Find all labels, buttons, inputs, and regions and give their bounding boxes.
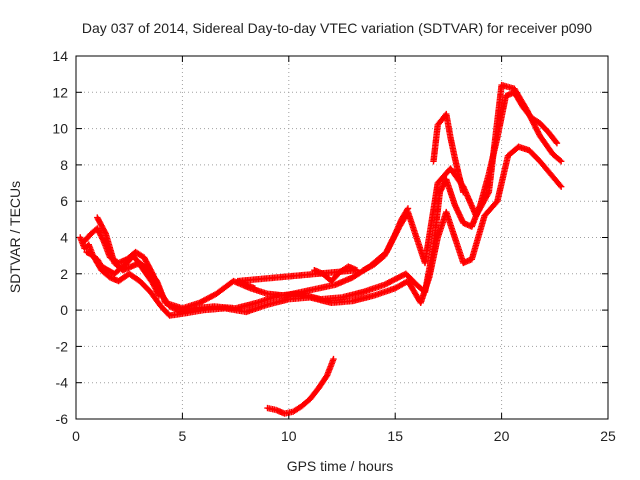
x-tick-label: 20 [494, 428, 510, 444]
data-point [101, 229, 109, 236]
series-early-cluster [77, 234, 163, 299]
y-tick-label: -2 [56, 338, 69, 354]
data-point [460, 188, 467, 196]
data-point [556, 157, 564, 164]
data-point [553, 139, 561, 147]
y-axis-label: SDTVAR / TECUs [7, 181, 23, 293]
y-tick-label: 6 [60, 193, 68, 209]
series-small-bumps [234, 263, 361, 292]
x-tick-label: 10 [281, 428, 297, 444]
data-point [552, 138, 560, 146]
y-tick-label: 14 [52, 48, 68, 64]
data-point [557, 158, 565, 165]
series-afternoon-spike [430, 110, 467, 196]
x-tick-label: 5 [179, 428, 187, 444]
data-point [404, 205, 412, 212]
data-point [155, 292, 163, 299]
y-tick-label: 12 [52, 84, 68, 100]
y-tick-label: 4 [60, 230, 68, 246]
series-negative-arc [264, 355, 337, 417]
data-point [403, 206, 411, 214]
series-main-track-lower [83, 143, 565, 319]
data-point [484, 190, 492, 197]
x-axis-label: GPS time / hours [287, 458, 394, 474]
x-tick-label: 0 [72, 428, 80, 444]
axis-ticks: 0 5 10 15 20 25 -6 -4 -2 0 2 4 6 8 10 12 14 [52, 48, 616, 444]
data-point [251, 285, 258, 292]
y-tick-label: 10 [52, 121, 68, 137]
data-point [556, 182, 564, 189]
y-tick-label: -4 [56, 375, 69, 391]
data-point [330, 355, 337, 363]
x-tick-label: 15 [387, 428, 403, 444]
data-marks [77, 81, 565, 417]
y-tick-label: 8 [60, 157, 68, 173]
y-tick-label: 0 [60, 302, 68, 318]
data-point [155, 290, 162, 298]
x-tick-label: 25 [600, 428, 616, 444]
series-mid-spike [360, 205, 412, 274]
data-point [557, 183, 565, 190]
chart-title: Day 037 of 2014, Sidereal Day-to-day VTE… [82, 20, 592, 36]
y-tick-label: 2 [60, 266, 68, 282]
y-tick-label: -6 [56, 411, 69, 427]
